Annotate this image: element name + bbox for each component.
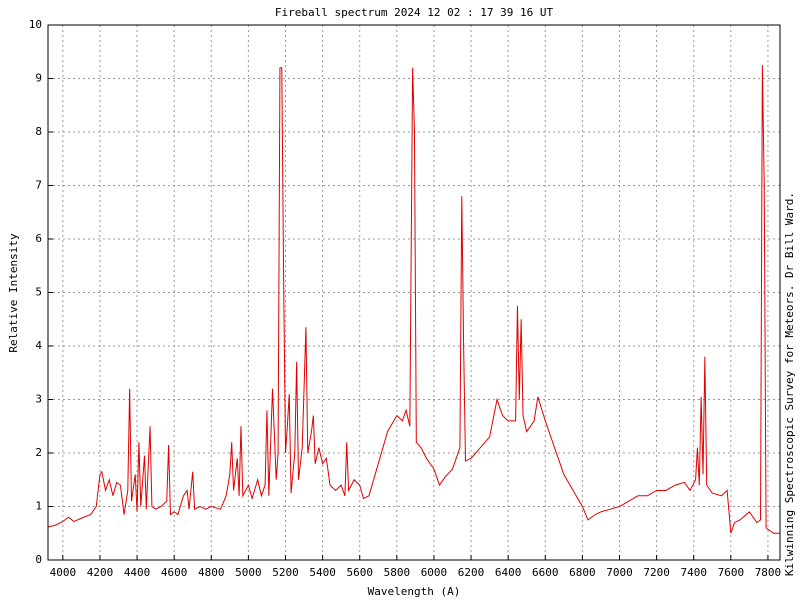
x-tick-label: 6400 xyxy=(495,566,522,579)
x-tick-label: 7200 xyxy=(643,566,670,579)
y-tick-label: 6 xyxy=(35,232,42,245)
x-tick-label: 7400 xyxy=(680,566,707,579)
x-tick-label: 4600 xyxy=(161,566,188,579)
x-tick-label: 7800 xyxy=(755,566,782,579)
x-tick-label: 5600 xyxy=(346,566,373,579)
y-tick-label: 7 xyxy=(35,179,42,192)
x-tick-label: 4400 xyxy=(124,566,151,579)
y-axis-label: Relative Intensity xyxy=(7,233,20,353)
y-tick-label: 1 xyxy=(35,500,42,513)
y-tick-label: 0 xyxy=(35,553,42,566)
x-tick-label: 6200 xyxy=(458,566,485,579)
y-tick-label: 4 xyxy=(35,339,42,352)
x-tick-label: 5400 xyxy=(309,566,336,579)
x-tick-label: 7600 xyxy=(718,566,745,579)
x-tick-label: 4800 xyxy=(198,566,225,579)
x-tick-label: 6600 xyxy=(532,566,559,579)
x-tick-label: 5200 xyxy=(272,566,299,579)
y-tick-label: 9 xyxy=(35,72,42,85)
y-tick-label: 10 xyxy=(29,18,42,31)
x-tick-label: 5800 xyxy=(384,566,411,579)
y-tick-label: 5 xyxy=(35,286,42,299)
chart-title: Fireball spectrum 2024 12 02 : 17 39 16 … xyxy=(275,6,554,19)
x-tick-label: 5000 xyxy=(235,566,262,579)
x-tick-label: 7000 xyxy=(606,566,633,579)
x-tick-label: 6000 xyxy=(421,566,448,579)
y-tick-label: 3 xyxy=(35,393,42,406)
x-tick-label: 4000 xyxy=(50,566,77,579)
spectrum-line xyxy=(47,65,780,534)
plot-frame xyxy=(47,24,781,561)
y-tick-label: 2 xyxy=(35,446,42,459)
annotation: Kilwinning Spectroscopic Survey for Mete… xyxy=(783,192,796,576)
y-tick-label: 8 xyxy=(35,125,42,138)
x-tick-label: 6800 xyxy=(569,566,596,579)
x-axis-label: Wavelength (A) xyxy=(368,585,461,598)
x-tick-label: 4200 xyxy=(87,566,114,579)
